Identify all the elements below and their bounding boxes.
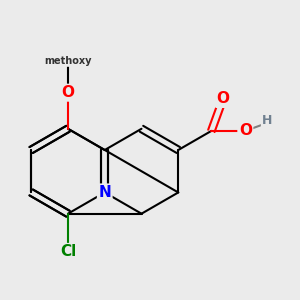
Text: Cl: Cl — [60, 244, 76, 260]
Text: N: N — [98, 185, 111, 200]
Text: O: O — [217, 92, 230, 106]
Text: O: O — [239, 123, 252, 138]
Text: O: O — [61, 85, 74, 100]
Text: H: H — [262, 114, 272, 127]
Text: methoxy: methoxy — [44, 56, 92, 66]
